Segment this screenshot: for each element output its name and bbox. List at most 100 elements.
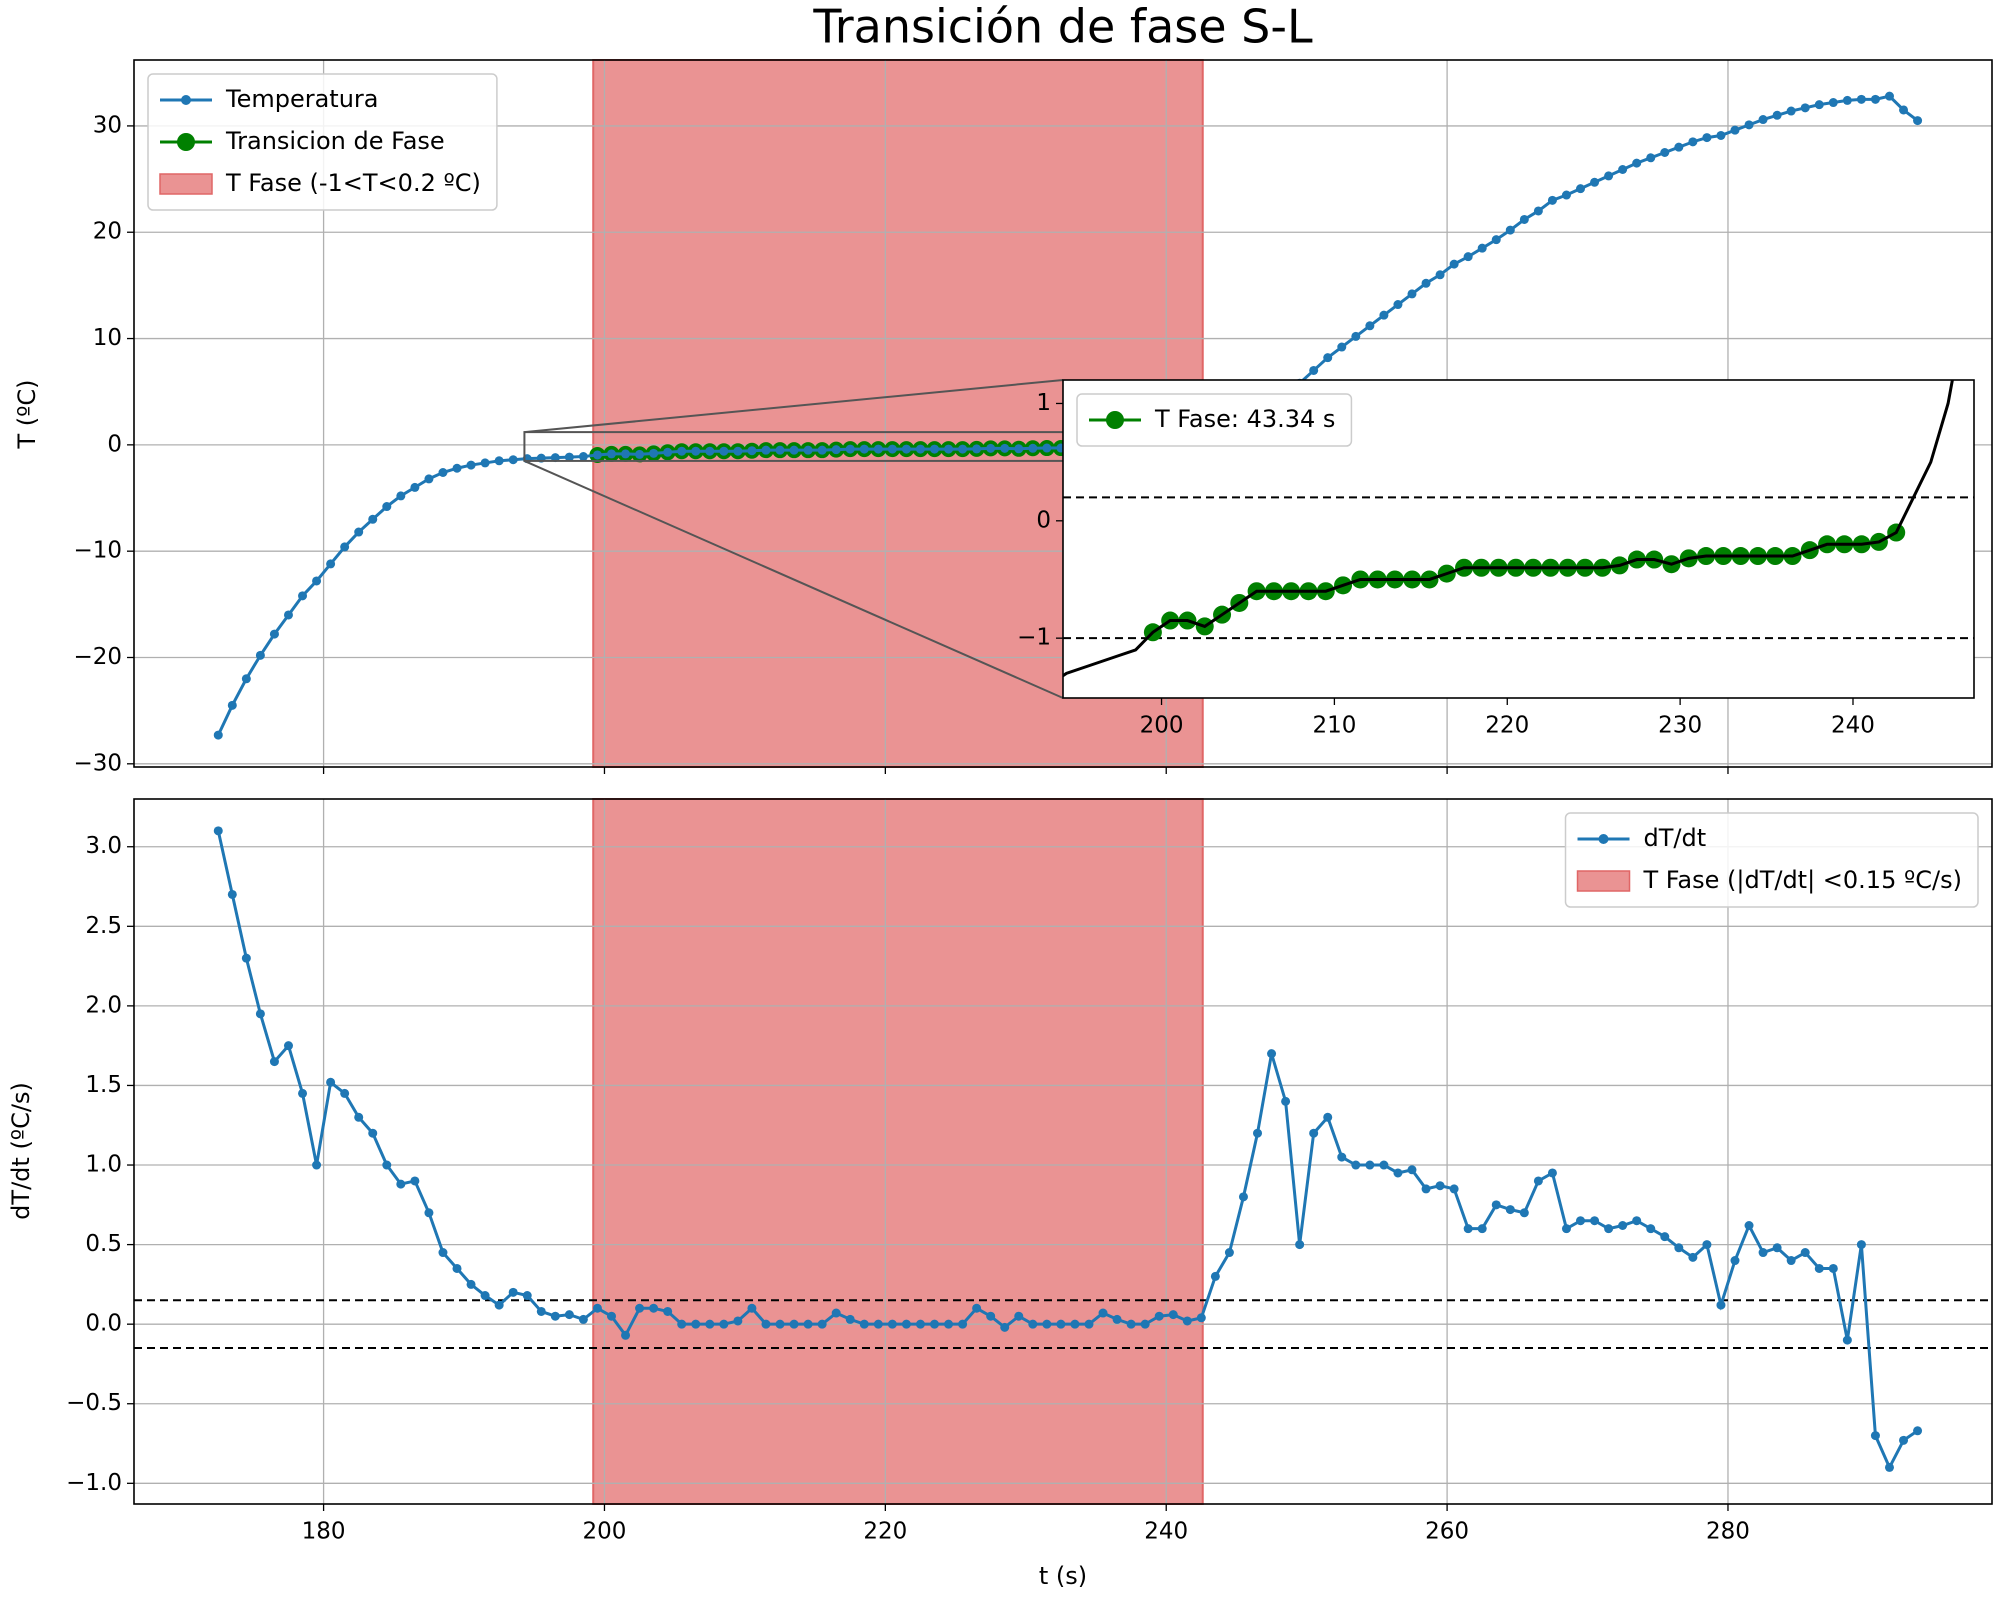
point (424, 474, 434, 484)
point (1000, 443, 1010, 453)
point (466, 460, 476, 470)
point (719, 446, 729, 456)
legend-label: Temperatura (225, 85, 379, 113)
point (1491, 1200, 1501, 1210)
point (1632, 1216, 1642, 1226)
point (424, 1208, 434, 1218)
point (1913, 116, 1923, 126)
point (340, 1088, 350, 1098)
point (340, 542, 350, 552)
legend-box (147, 73, 498, 211)
axes-frame (133, 798, 1993, 1505)
point (298, 591, 308, 601)
point (1533, 206, 1543, 216)
point (1828, 1263, 1838, 1273)
point (1772, 110, 1782, 120)
legend: Temperatura Transicion de Fase T Fase (-1<… (147, 73, 498, 211)
x-tick-label: 200 (1140, 713, 1184, 739)
point (312, 1160, 322, 1170)
point (873, 444, 883, 454)
point (1786, 106, 1796, 116)
point (1758, 1248, 1768, 1258)
point (1547, 195, 1557, 205)
point (410, 1176, 420, 1186)
legend-swatch (1576, 870, 1631, 892)
point (438, 1248, 448, 1258)
point (410, 482, 420, 492)
point (1576, 184, 1586, 194)
point (1618, 1221, 1628, 1231)
point (1646, 1224, 1656, 1234)
point (1323, 353, 1333, 363)
point (1309, 365, 1319, 375)
point (494, 456, 504, 466)
point (887, 1319, 897, 1329)
point (382, 1160, 392, 1170)
point (817, 1319, 827, 1329)
point (1295, 1240, 1305, 1250)
point (1576, 1216, 1586, 1226)
x-tick-label: 260 (1425, 1519, 1469, 1545)
point (901, 1319, 911, 1329)
y-tick-label: 1 (1036, 390, 1051, 416)
point (326, 559, 336, 569)
point (396, 1179, 406, 1189)
point (719, 1319, 729, 1329)
y-axis-label: dT/dt (ºC/s) (7, 1082, 35, 1220)
series-line (1063, 380, 1954, 678)
point (1842, 95, 1852, 105)
y-tick-label: 1.0 (85, 1152, 122, 1178)
point (705, 1319, 715, 1329)
plot-area (134, 826, 1992, 1472)
x-tick-label: 200 (583, 1519, 627, 1545)
point (241, 953, 251, 963)
legend-marker (181, 95, 191, 105)
y-tick-label: 3.0 (85, 833, 122, 859)
x-tick-label: 210 (1312, 713, 1356, 739)
point (578, 1314, 588, 1324)
point (1800, 1248, 1810, 1258)
point (1618, 165, 1628, 175)
x-axis-label: t (s) (1039, 1562, 1087, 1590)
point (227, 889, 237, 899)
point (1309, 1128, 1319, 1138)
y-tick-label: 0 (1036, 507, 1051, 533)
point (1042, 1319, 1052, 1329)
point (677, 1319, 687, 1329)
point (845, 1314, 855, 1324)
point (1519, 1208, 1529, 1218)
point (466, 1279, 476, 1289)
point (1519, 214, 1529, 224)
legend-swatch (159, 173, 213, 195)
point (915, 444, 925, 454)
point (1856, 1240, 1866, 1250)
y-tick-label: 2.5 (85, 913, 122, 939)
point (1407, 1165, 1417, 1175)
point (1449, 1184, 1459, 1194)
point (550, 1311, 560, 1321)
x-tick-label: 220 (863, 1519, 907, 1545)
point (1435, 1181, 1445, 1191)
point (1772, 1243, 1782, 1253)
point (803, 1319, 813, 1329)
point (1899, 1435, 1909, 1445)
point (255, 650, 265, 660)
y-tick-label: 0.5 (85, 1231, 122, 1257)
point (1730, 1256, 1740, 1266)
point (1688, 1252, 1698, 1262)
axes-frame (133, 59, 1993, 768)
point (1884, 91, 1894, 101)
point (1070, 1319, 1080, 1329)
point (1899, 105, 1909, 115)
point (564, 1310, 574, 1320)
point (621, 1330, 631, 1340)
point (1477, 1224, 1487, 1234)
legend-marker (1106, 411, 1124, 429)
point (368, 514, 378, 524)
point (775, 1319, 785, 1329)
point (1505, 1205, 1515, 1215)
legend-box (1564, 812, 1979, 908)
point (1042, 443, 1052, 453)
point (1210, 1271, 1220, 1281)
